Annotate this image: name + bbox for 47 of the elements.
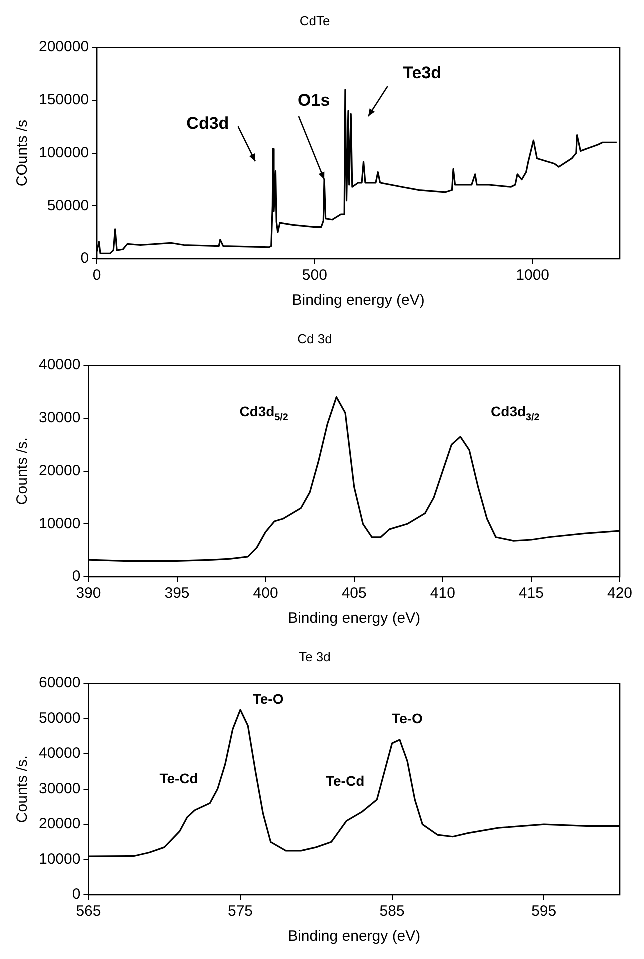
x-tick-label: 565 bbox=[76, 903, 102, 920]
x-tick-label: 415 bbox=[518, 585, 544, 602]
y-tick-label: 20000 bbox=[38, 816, 81, 833]
x-tick-label: 595 bbox=[532, 903, 557, 920]
x-tick-label: 500 bbox=[302, 267, 328, 284]
y-tick-label: 50000 bbox=[47, 197, 90, 214]
chart-title: CdTe bbox=[300, 13, 330, 28]
y-tick-label: 0 bbox=[80, 250, 90, 268]
x-tick-label: 390 bbox=[76, 585, 102, 602]
x-tick-label: 0 bbox=[92, 267, 102, 284]
y-axis-title: COunts /s bbox=[14, 120, 32, 187]
x-tick-label: 585 bbox=[380, 903, 405, 920]
x-tick-label: 1000 bbox=[516, 267, 550, 284]
y-tick-label: 20000 bbox=[38, 462, 81, 480]
x-tick-label: 575 bbox=[228, 903, 254, 920]
x-axis-title: Binding energy (eV) bbox=[288, 928, 421, 946]
y-tick-label: 40000 bbox=[38, 745, 81, 762]
y-tick-label: 10000 bbox=[38, 850, 81, 868]
x-tick-label: 410 bbox=[430, 585, 456, 602]
y-tick-label: 0 bbox=[72, 886, 81, 904]
x-axis-title: Binding energy (eV) bbox=[292, 292, 425, 310]
annotation: Te3d bbox=[403, 64, 442, 83]
y-tick-label: 40000 bbox=[38, 356, 81, 374]
y-tick-label: 30000 bbox=[38, 780, 81, 798]
y-tick-label: 0 bbox=[72, 568, 81, 586]
y-tick-label: 50000 bbox=[38, 710, 81, 727]
annotation: O1s bbox=[298, 91, 330, 110]
y-tick-label: 150000 bbox=[38, 92, 90, 109]
x-axis-title: Binding energy (eV) bbox=[288, 610, 421, 628]
annotation: Cd3d bbox=[186, 114, 230, 133]
annotation: Te-O bbox=[392, 710, 424, 726]
y-tick-label: 200000 bbox=[38, 38, 90, 56]
y-tick-label: 100000 bbox=[38, 144, 90, 162]
y-tick-label: 30000 bbox=[38, 410, 81, 427]
x-tick-label: 405 bbox=[342, 585, 367, 602]
chart-title: Cd 3d bbox=[298, 331, 332, 346]
x-tick-label: 400 bbox=[253, 585, 278, 602]
x-tick-label: 420 bbox=[607, 585, 633, 602]
annotation: Te-O bbox=[252, 690, 284, 707]
annotation: Te-Cd bbox=[326, 772, 365, 789]
y-axis-title: Counts /s. bbox=[14, 756, 32, 824]
y-tick-label: 10000 bbox=[38, 515, 81, 532]
x-tick-label: 395 bbox=[164, 585, 190, 602]
y-axis-title: Counts /s. bbox=[14, 438, 32, 506]
annotation: Te-Cd bbox=[160, 770, 198, 786]
chart-title: Te 3d bbox=[299, 649, 331, 664]
y-tick-label: 60000 bbox=[38, 674, 81, 692]
